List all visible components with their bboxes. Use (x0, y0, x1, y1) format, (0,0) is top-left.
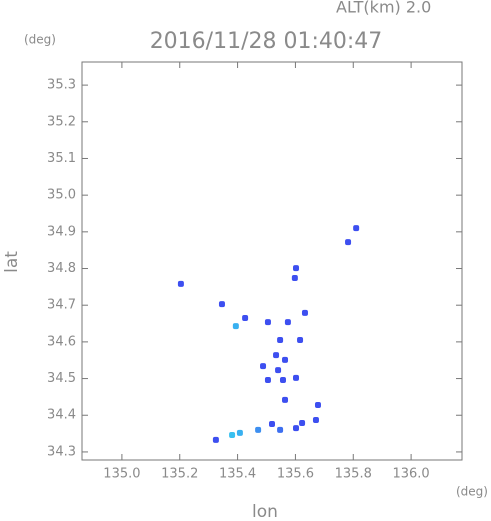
echo-cell (282, 396, 289, 403)
echo-cell (177, 280, 184, 287)
echo-cell (275, 367, 282, 374)
echo-cell (277, 337, 284, 344)
x-unit: (deg) (456, 485, 488, 499)
echo-cell (277, 426, 284, 433)
echo-cell (273, 352, 280, 359)
echo-cell (284, 319, 291, 326)
echo-cell (293, 425, 300, 432)
y-tick-label: 35.3 (47, 78, 76, 93)
y-tick-label: 34.5 (47, 371, 76, 386)
echo-cell (314, 401, 321, 408)
echo-cell (264, 319, 271, 326)
y-tick-label: 35.0 (47, 188, 76, 203)
x-tick-label: 136.0 (392, 467, 429, 482)
echo-cell (260, 363, 267, 370)
echo-cell (353, 225, 360, 232)
x-tick-label: 135.8 (335, 467, 372, 482)
echo-cell (255, 426, 262, 433)
y-tick-label: 34.3 (47, 444, 76, 459)
echo-cell (312, 417, 319, 424)
echo-cell (293, 265, 300, 272)
chart-title: 2016/11/28 01:40:47 (150, 29, 383, 54)
x-axis-label: lon (252, 502, 278, 521)
echo-cell (269, 421, 275, 428)
echo-cell (264, 377, 271, 384)
y-tick-label: 34.7 (47, 298, 76, 313)
x-tick-label: 135.4 (219, 467, 256, 482)
echo-cell (229, 432, 236, 439)
echo-cell (291, 275, 298, 282)
x-tick-label: 135.2 (161, 467, 198, 482)
y-tick-label: 34.8 (47, 261, 76, 276)
echo-cell (232, 323, 239, 330)
altitude-label: ALT(km) 2.0 (336, 0, 431, 17)
echo-cell (297, 337, 304, 344)
echo-cell (279, 377, 286, 384)
echo-cell (293, 374, 300, 381)
echo-cell (212, 436, 219, 443)
y-tick-label: 35.1 (47, 151, 76, 166)
plot-frame (81, 61, 463, 461)
echo-cell (282, 356, 289, 363)
echo-cell (301, 309, 308, 316)
y-tick-label: 34.9 (47, 224, 76, 239)
y-tick-label: 34.6 (47, 334, 76, 349)
echo-cell (299, 419, 306, 426)
echo-cell (218, 301, 225, 308)
y-tick-label: 34.4 (47, 408, 76, 423)
x-tick-label: 135.0 (103, 467, 140, 482)
y-axis-label: lat (2, 251, 22, 273)
echo-cell (242, 315, 249, 322)
x-tick-label: 135.6 (277, 467, 314, 482)
echo-cell (345, 239, 352, 246)
y-tick-label: 35.2 (47, 114, 76, 129)
y-unit: (deg) (24, 33, 56, 47)
echo-cell (236, 429, 243, 436)
